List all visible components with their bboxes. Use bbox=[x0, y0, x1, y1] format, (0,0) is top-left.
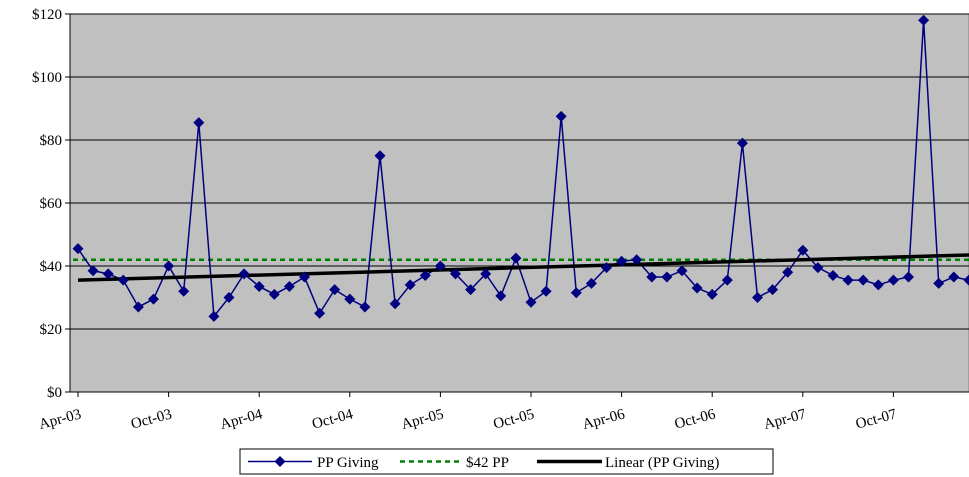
y-tick-label: $60 bbox=[40, 196, 63, 212]
y-tick-label: $80 bbox=[40, 133, 63, 149]
legend-label-42-pp: $42 PP bbox=[466, 455, 509, 471]
data-point-pp-giving bbox=[585, 277, 597, 289]
data-point-pp-giving bbox=[344, 293, 356, 305]
data-point-pp-giving bbox=[736, 137, 748, 149]
data-point-pp-giving bbox=[857, 274, 869, 286]
x-tick-label: Apr-03 bbox=[37, 406, 83, 433]
data-point-pp-giving bbox=[661, 271, 673, 283]
data-point-pp-giving bbox=[480, 268, 492, 280]
data-point-pp-giving bbox=[208, 310, 220, 322]
x-axis: Apr-03 Oct-03 Apr-04 Oct-04 Apr-05 Oct-05 Apr-… bbox=[37, 391, 969, 433]
data-point-pp-giving bbox=[329, 284, 341, 296]
legend: PP Giving $42 PP Linear (PP Giving) bbox=[239, 448, 774, 475]
data-point-pp-giving bbox=[555, 110, 567, 122]
data-point-pp-giving bbox=[706, 288, 718, 300]
data-point-pp-giving bbox=[87, 265, 99, 277]
data-point-pp-giving bbox=[752, 292, 763, 303]
data-point-pp-giving bbox=[419, 269, 431, 281]
legend-label-pp-giving: PP Giving bbox=[317, 455, 379, 471]
y-tick-label: $40 bbox=[40, 259, 63, 275]
data-point-pp-giving bbox=[359, 301, 371, 313]
data-point-pp-giving bbox=[963, 274, 969, 286]
data-point-pp-giving bbox=[812, 262, 824, 274]
x-tick-label: Oct-07 bbox=[854, 406, 899, 432]
data-point-pp-giving bbox=[842, 274, 854, 286]
data-point-pp-giving bbox=[601, 262, 612, 274]
data-point-pp-giving bbox=[495, 290, 507, 302]
data-point-pp-giving bbox=[631, 254, 643, 266]
data-point-pp-giving bbox=[268, 288, 280, 300]
data-point-pp-giving bbox=[918, 14, 930, 26]
data-point-pp-giving bbox=[510, 252, 522, 264]
y-tick-label: $0 bbox=[47, 385, 62, 401]
data-point-pp-giving bbox=[933, 277, 945, 289]
data-point-pp-giving bbox=[646, 271, 658, 283]
series-layer bbox=[72, 14, 969, 322]
data-point-pp-giving bbox=[148, 293, 159, 305]
data-point-pp-giving bbox=[827, 269, 839, 281]
y-axis: $0 $20 $40 $60 $80 $100 $120 bbox=[32, 7, 71, 401]
x-tick-label: Apr-04 bbox=[219, 406, 265, 433]
x-tick-label: Oct-04 bbox=[310, 406, 355, 432]
data-point-pp-giving bbox=[872, 279, 884, 291]
data-point-pp-giving bbox=[465, 284, 477, 296]
data-point-pp-giving bbox=[299, 271, 310, 283]
x-tick-label: Apr-07 bbox=[762, 406, 808, 433]
data-point-pp-giving bbox=[721, 274, 733, 286]
data-point-pp-giving bbox=[163, 260, 175, 272]
data-point-pp-giving bbox=[253, 280, 265, 292]
y-tick-label: $20 bbox=[40, 322, 63, 338]
data-point-pp-giving bbox=[223, 292, 235, 303]
data-point-pp-giving bbox=[767, 284, 779, 296]
data-point-pp-giving bbox=[450, 268, 461, 280]
data-point-pp-giving bbox=[540, 285, 552, 297]
x-tick-label: Apr-05 bbox=[400, 406, 446, 433]
y-tick-label: $120 bbox=[32, 7, 62, 23]
data-point-pp-giving bbox=[404, 279, 416, 291]
x-tick-label: Oct-06 bbox=[673, 406, 718, 432]
data-point-pp-giving bbox=[948, 271, 960, 283]
data-point-pp-giving bbox=[525, 296, 537, 308]
data-point-pp-giving bbox=[178, 285, 190, 297]
legend-box bbox=[239, 448, 774, 475]
data-point-pp-giving bbox=[117, 274, 129, 286]
x-tick-label: Oct-03 bbox=[129, 406, 173, 432]
legend-label-linear-trend: Linear (PP Giving) bbox=[605, 455, 719, 471]
data-point-pp-giving bbox=[676, 265, 688, 277]
data-point-pp-giving bbox=[314, 307, 326, 319]
data-point-pp-giving bbox=[434, 260, 446, 272]
data-point-pp-giving bbox=[782, 266, 794, 278]
data-point-pp-giving bbox=[691, 282, 703, 294]
data-point-pp-giving bbox=[616, 255, 628, 267]
data-point-pp-giving bbox=[374, 150, 386, 162]
data-point-pp-giving bbox=[797, 244, 809, 256]
data-point-pp-giving bbox=[887, 274, 899, 286]
x-tick-label: Oct-05 bbox=[492, 406, 536, 432]
data-point-pp-giving bbox=[570, 287, 582, 299]
data-point-pp-giving bbox=[72, 243, 84, 255]
series-linear-trend-line bbox=[77, 253, 969, 282]
data-point-pp-giving bbox=[102, 268, 114, 280]
data-point-pp-giving bbox=[903, 271, 914, 283]
data-point-pp-giving bbox=[132, 301, 144, 313]
data-point-pp-giving bbox=[389, 298, 401, 310]
data-point-pp-giving bbox=[238, 268, 250, 280]
data-point-pp-giving bbox=[193, 117, 205, 129]
x-tick-label: Apr-06 bbox=[581, 406, 627, 433]
y-tick-label: $100 bbox=[32, 70, 62, 86]
legend-swatch-pp-giving-marker bbox=[274, 456, 286, 467]
data-point-pp-giving bbox=[283, 280, 295, 292]
